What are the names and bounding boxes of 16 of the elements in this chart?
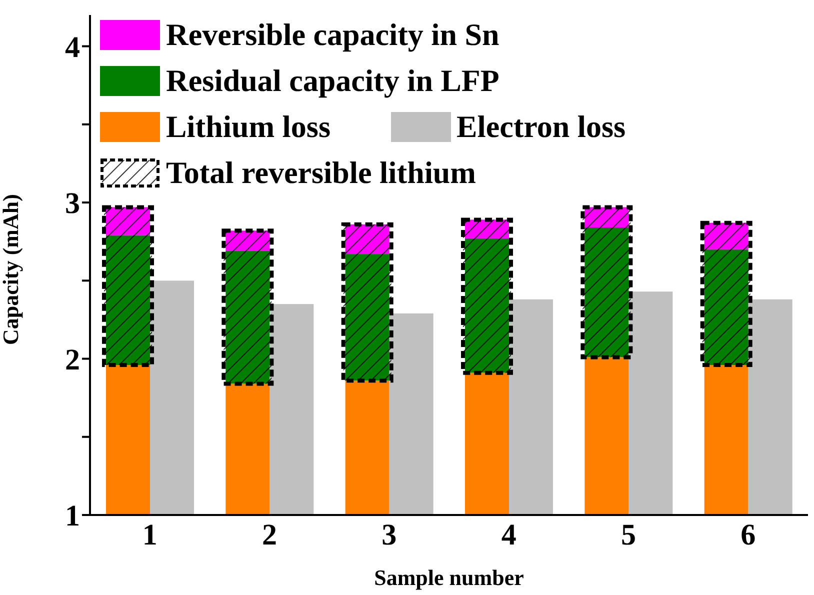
x-tick-label: 3 (382, 518, 397, 552)
legend-label: Lithium loss (166, 109, 331, 144)
y-tick-label: 3 (65, 187, 80, 220)
x-tick-label: 6 (740, 518, 756, 552)
x-tick-label: 5 (621, 518, 636, 552)
y-axis-title: Capacity (mAh) (0, 194, 23, 345)
x-tick-label: 4 (501, 518, 516, 552)
x-tick-label: 2 (262, 518, 277, 552)
legend-label: Residual capacity in LFP (166, 63, 500, 98)
x-tick-label: 1 (142, 518, 158, 552)
x-axis-title: Sample number (374, 565, 524, 590)
legend-label: Reversible capacity in Sn (166, 17, 500, 52)
legend-label: Total reversible lithium (166, 155, 476, 190)
y-tick-label: 4 (65, 30, 80, 64)
legend-label: Electron loss (456, 109, 626, 144)
y-tick-label: 2 (65, 343, 80, 376)
